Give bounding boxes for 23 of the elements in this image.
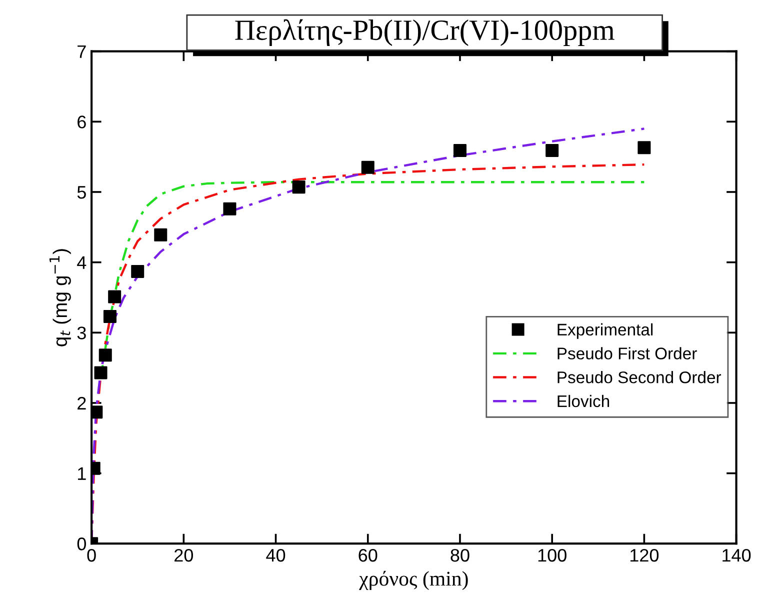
y-tick-label: 1	[78, 467, 86, 480]
legend-label: Pseudo First Order	[558, 347, 697, 360]
legend-label: Experimental	[558, 323, 653, 339]
y-tick-label: 4	[77, 256, 86, 269]
x-axis-title: χρόνος (min)	[359, 570, 468, 590]
y-tick-label: 7	[78, 45, 86, 58]
legend-label: Elovich	[558, 394, 610, 408]
x-tick-label: 40	[266, 548, 286, 562]
y-axis-title: q$_{t}$ (mg g$^{−1}$)	[50, 249, 71, 346]
y-tick-label: 5	[77, 186, 86, 199]
x-tick-label: 20	[174, 548, 193, 562]
y-tick-label: 2	[78, 396, 86, 410]
legend-label: Pseudo Second Order	[558, 371, 722, 384]
x-tick-label: 140	[722, 548, 751, 562]
y-tick-label: 6	[78, 116, 86, 128]
chart-title: Περλίτης-Pb(II)/Cr(VI)-100ppm	[235, 19, 614, 46]
y-tick-label: 0	[77, 538, 86, 550]
x-tick-label: 100	[538, 548, 566, 562]
x-tick-label: 60	[358, 548, 378, 562]
x-tick-label: 80	[450, 548, 470, 562]
x-tick-label: 0	[87, 548, 96, 562]
x-tick-label: 120	[630, 548, 659, 562]
y-tick-label: 3	[77, 326, 86, 340]
